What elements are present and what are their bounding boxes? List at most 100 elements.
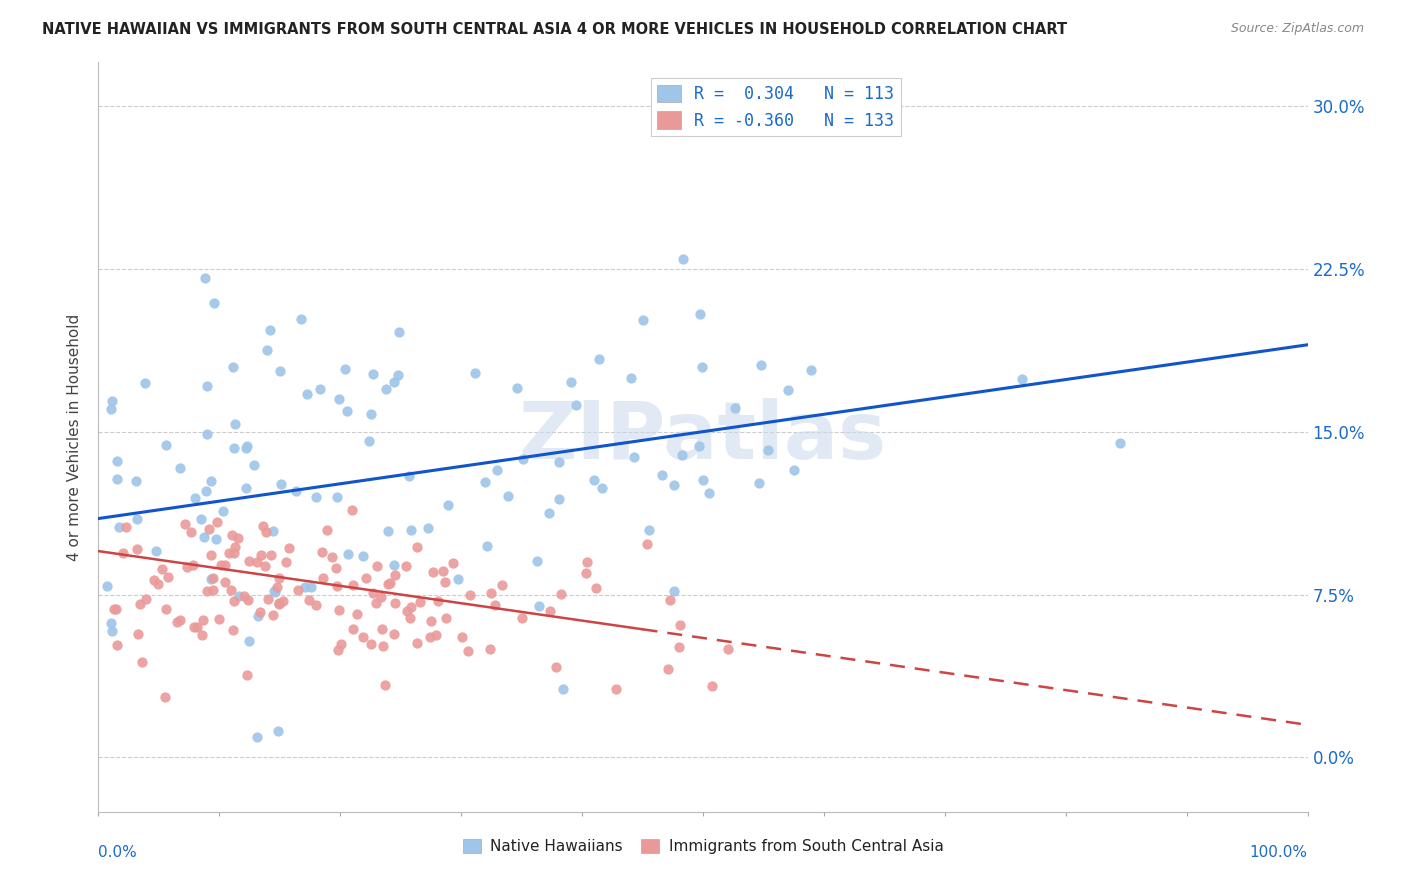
Point: [496, 490, 519, 504]
Point: [246, 555, 269, 569]
Point: [128, 597, 150, 611]
Point: [432, 564, 454, 578]
Point: [176, 560, 198, 574]
Point: [274, 555, 297, 569]
Point: [257, 592, 280, 607]
Point: [173, 517, 195, 532]
Point: [198, 522, 221, 536]
Point: [145, 544, 167, 558]
Point: [221, 528, 243, 542]
Point: [360, 637, 382, 651]
Point: [260, 548, 283, 562]
Point: [537, 506, 560, 520]
Point: [1011, 372, 1033, 386]
Text: 0.0%: 0.0%: [98, 846, 138, 861]
Point: [155, 601, 177, 615]
Point: [360, 407, 382, 421]
Point: [352, 631, 374, 645]
Point: [204, 533, 226, 547]
Point: [551, 681, 574, 696]
Point: [800, 363, 823, 377]
Point: [398, 611, 420, 625]
Point: [134, 376, 156, 391]
Point: [548, 491, 571, 506]
Point: [294, 580, 316, 594]
Point: [591, 481, 613, 495]
Point: [262, 524, 284, 539]
Point: [395, 603, 418, 617]
Point: [218, 546, 240, 560]
Point: [200, 475, 222, 489]
Point: [194, 270, 217, 285]
Point: [100, 624, 122, 638]
Point: [352, 549, 374, 564]
Point: [486, 462, 509, 476]
Point: [186, 620, 208, 634]
Point: [191, 628, 214, 642]
Point: [425, 628, 447, 642]
Point: [249, 605, 271, 619]
Point: [409, 595, 432, 609]
Point: [651, 468, 673, 483]
Point: [253, 558, 276, 573]
Point: [325, 579, 347, 593]
Point: [298, 593, 321, 607]
Point: [361, 585, 384, 599]
Point: [662, 478, 685, 492]
Point: [560, 375, 582, 389]
Point: [382, 375, 405, 389]
Point: [756, 442, 779, 457]
Y-axis label: 4 or more Vehicles in Household: 4 or more Vehicles in Household: [67, 313, 83, 561]
Point: [96, 579, 118, 593]
Point: [235, 481, 257, 495]
Point: [105, 472, 128, 486]
Point: [148, 576, 170, 591]
Point: [112, 546, 135, 560]
Point: [374, 678, 396, 692]
Point: [238, 553, 260, 567]
Point: [191, 613, 214, 627]
Point: [222, 546, 245, 560]
Point: [226, 531, 249, 545]
Point: [214, 558, 236, 572]
Point: [689, 307, 711, 321]
Point: [125, 475, 148, 489]
Point: [336, 547, 359, 561]
Point: [588, 352, 610, 367]
Text: ZIPatlas: ZIPatlas: [519, 398, 887, 476]
Text: Source: ZipAtlas.com: Source: ZipAtlas.com: [1230, 22, 1364, 36]
Point: [565, 398, 588, 412]
Point: [371, 622, 394, 636]
Point: [377, 524, 399, 538]
Point: [697, 486, 720, 500]
Point: [246, 609, 269, 624]
Point: [672, 252, 695, 267]
Point: [115, 520, 138, 534]
Point: [273, 594, 295, 608]
Point: [374, 382, 396, 396]
Point: [180, 524, 202, 539]
Point: [214, 575, 236, 590]
Point: [460, 588, 482, 602]
Point: [546, 660, 568, 674]
Point: [484, 598, 506, 612]
Point: [207, 515, 229, 529]
Point: [399, 523, 422, 537]
Text: NATIVE HAWAIIAN VS IMMIGRANTS FROM SOUTH CENTRAL ASIA 4 OR MORE VEHICLES IN HOUS: NATIVE HAWAIIAN VS IMMIGRANTS FROM SOUTH…: [42, 22, 1067, 37]
Point: [228, 589, 250, 603]
Point: [202, 571, 225, 585]
Point: [464, 366, 486, 380]
Point: [510, 611, 533, 625]
Point: [328, 392, 350, 406]
Point: [243, 458, 266, 473]
Point: [328, 642, 350, 657]
Point: [340, 503, 363, 517]
Point: [378, 576, 401, 591]
Point: [105, 602, 128, 616]
Point: [238, 593, 260, 607]
Point: [224, 541, 246, 555]
Point: [263, 585, 285, 599]
Point: [235, 439, 257, 453]
Point: [354, 571, 377, 585]
Point: [776, 383, 799, 397]
